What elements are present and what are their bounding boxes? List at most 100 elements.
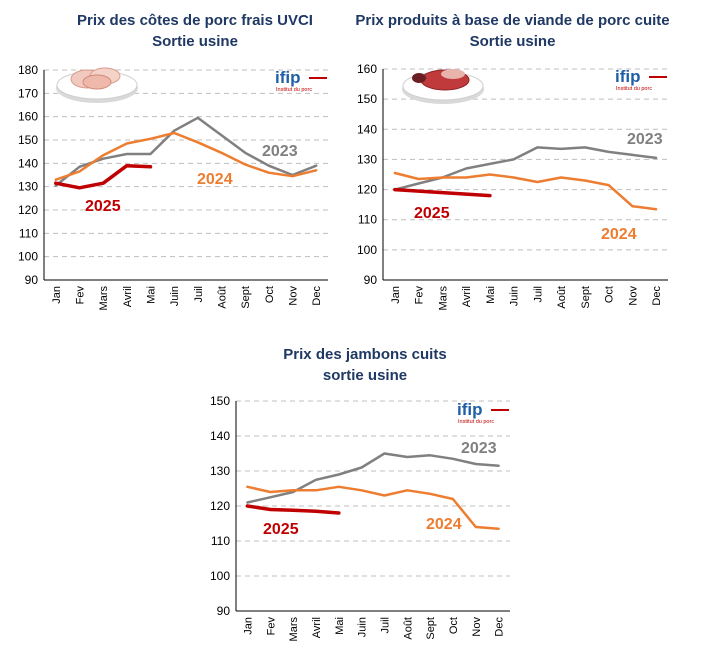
data-point-2023 bbox=[655, 157, 657, 159]
chart-title-line1: Prix produits à base de viande de porc c… bbox=[355, 12, 670, 29]
chart-title-line2: sortie usine bbox=[322, 367, 408, 384]
data-point-2025 bbox=[269, 508, 272, 511]
cooked-meat-slice bbox=[441, 69, 465, 79]
data-point-2023 bbox=[360, 466, 363, 469]
data-point-2023 bbox=[383, 452, 386, 455]
data-point-2023 bbox=[406, 456, 409, 458]
x-tick-label: Mai bbox=[485, 286, 497, 304]
data-point-2025 bbox=[441, 191, 444, 194]
y-tick-label: 110 bbox=[211, 534, 230, 548]
data-point-2023 bbox=[489, 163, 491, 165]
series-label-2025: 2025 bbox=[263, 521, 299, 538]
data-point-2024 bbox=[429, 493, 431, 495]
series-line-2024 bbox=[246, 485, 500, 531]
data-point-2024 bbox=[338, 486, 340, 488]
series-label-2024: 2024 bbox=[601, 226, 637, 243]
x-tick-label: Mars bbox=[437, 286, 449, 311]
y-tick-label: 90 bbox=[25, 273, 39, 287]
x-tick-label: Nov bbox=[627, 286, 639, 306]
x-tick-label: Mai bbox=[334, 617, 346, 635]
y-tick-label: 150 bbox=[357, 92, 377, 106]
data-point-2025 bbox=[78, 187, 81, 189]
data-point-2025 bbox=[126, 164, 128, 167]
data-point-2024 bbox=[607, 184, 610, 186]
data-point-2024 bbox=[246, 486, 249, 488]
chart-title-line2: Sortie usine bbox=[469, 33, 556, 50]
x-tick-label: Avril bbox=[311, 617, 323, 638]
y-tick-label: 110 bbox=[19, 226, 38, 240]
data-point-2023 bbox=[452, 458, 454, 460]
x-tick-label: Juin bbox=[509, 286, 521, 306]
x-tick-label: Fev bbox=[265, 617, 277, 636]
chart-title-line1: Prix des jambons cuits bbox=[283, 346, 447, 363]
data-point-2024 bbox=[631, 205, 634, 207]
y-tick-label: 130 bbox=[357, 152, 377, 166]
chart-title: Prix produits à base de viande de porc c… bbox=[345, 10, 680, 52]
data-point-2024 bbox=[197, 141, 199, 144]
x-tick-label: Sept bbox=[425, 617, 437, 640]
data-point-2023 bbox=[173, 129, 175, 132]
data-point-2023 bbox=[78, 166, 81, 168]
chart-title: Prix des côtes de porc frais UVCI Sortie… bbox=[45, 10, 345, 52]
series-line-2025 bbox=[54, 163, 153, 190]
data-point-2025 bbox=[55, 182, 57, 184]
data-point-2025 bbox=[149, 166, 152, 168]
data-point-2024 bbox=[78, 170, 81, 173]
x-tick-label: Avril bbox=[122, 286, 134, 307]
series-label-2025: 2025 bbox=[85, 198, 121, 215]
x-tick-label: Sept bbox=[580, 286, 592, 309]
data-point-2024 bbox=[291, 175, 294, 177]
y-tick-label: 140 bbox=[18, 156, 38, 170]
chart-title-line1: Prix des côtes de porc frais UVCI bbox=[77, 12, 313, 29]
data-point-2024 bbox=[441, 176, 444, 179]
x-tick-label: Mars bbox=[98, 286, 110, 311]
y-tick-label: 140 bbox=[210, 429, 230, 443]
x-tick-label: Juil bbox=[193, 286, 205, 303]
y-tick-label: 150 bbox=[18, 133, 38, 147]
data-point-2024 bbox=[55, 178, 57, 181]
series-line-2023 bbox=[393, 146, 658, 191]
ifip-logo-subtitle: Institut du porc bbox=[276, 87, 312, 93]
chart-title: Prix des jambons cuits sortie usine bbox=[235, 344, 495, 386]
data-point-2023 bbox=[102, 157, 104, 160]
x-tick-label: Avril bbox=[461, 286, 473, 307]
x-tick-label: Jan bbox=[242, 617, 254, 635]
data-point-2023 bbox=[338, 473, 340, 476]
data-point-2024 bbox=[244, 163, 246, 166]
data-point-2025 bbox=[394, 188, 396, 191]
data-point-2023 bbox=[244, 152, 246, 154]
x-tick-label: Fev bbox=[75, 286, 87, 305]
data-point-2023 bbox=[607, 151, 610, 153]
data-point-2024 bbox=[406, 489, 409, 492]
series-line-2023 bbox=[54, 116, 318, 187]
x-tick-label: Juil bbox=[532, 286, 544, 303]
data-point-2023 bbox=[315, 479, 317, 481]
data-point-2023 bbox=[475, 463, 477, 465]
data-point-2024 bbox=[475, 526, 477, 528]
data-point-2024 bbox=[315, 169, 318, 172]
series-line-2024 bbox=[393, 171, 658, 211]
data-point-2024 bbox=[489, 173, 491, 176]
ifip-logo-text: ifip bbox=[457, 400, 483, 419]
y-tick-label: 170 bbox=[18, 86, 38, 100]
meat-chunk bbox=[412, 73, 426, 83]
chart-panel-viande-cuite: Prix produits à base de viande de porc c… bbox=[345, 0, 710, 330]
data-point-2023 bbox=[149, 153, 152, 155]
data-point-2025 bbox=[338, 512, 340, 514]
x-tick-label: Dec bbox=[651, 286, 663, 306]
y-tick-label: 160 bbox=[18, 110, 38, 124]
data-point-2025 bbox=[489, 194, 491, 197]
data-point-2024 bbox=[465, 176, 467, 179]
y-tick-label: 130 bbox=[18, 180, 38, 194]
data-point-2025 bbox=[417, 190, 420, 192]
chart-svg: 90 100 110 120 130 140 150 Jan Fev Mars Avril Mai Ju… bbox=[210, 394, 510, 641]
ifip-logo-subtitle: Institut du porc bbox=[458, 419, 494, 425]
data-point-2023 bbox=[269, 496, 272, 499]
data-point-2024 bbox=[584, 179, 586, 182]
data-point-2023 bbox=[197, 117, 199, 119]
x-tick-label: Dec bbox=[494, 617, 506, 637]
data-point-2023 bbox=[292, 491, 294, 493]
